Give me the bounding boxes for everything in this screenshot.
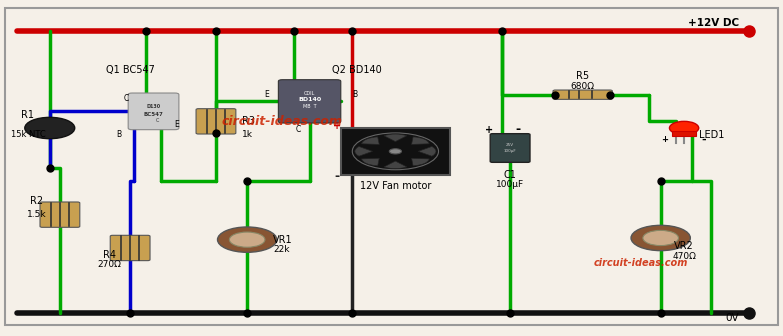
Text: 22k: 22k [273, 245, 290, 254]
Ellipse shape [669, 121, 698, 135]
Text: 100µF: 100µF [496, 180, 524, 189]
Wedge shape [412, 158, 429, 166]
Text: 100µF: 100µF [503, 149, 517, 153]
Text: R3: R3 [242, 116, 254, 126]
Circle shape [25, 117, 74, 139]
Wedge shape [355, 146, 373, 156]
Text: BC547: BC547 [143, 112, 164, 117]
Text: D130: D130 [146, 104, 161, 109]
Wedge shape [362, 137, 379, 144]
Text: +: + [485, 125, 493, 135]
Text: R5: R5 [576, 71, 590, 81]
Text: B: B [352, 90, 357, 99]
Text: -: - [334, 170, 340, 183]
Text: 12V Fan motor: 12V Fan motor [359, 181, 431, 191]
Text: 1k: 1k [242, 130, 253, 139]
Wedge shape [418, 146, 436, 156]
Wedge shape [384, 161, 407, 169]
FancyBboxPatch shape [279, 80, 341, 123]
FancyBboxPatch shape [553, 90, 612, 99]
Wedge shape [384, 134, 407, 141]
Text: LED1: LED1 [698, 130, 724, 140]
FancyBboxPatch shape [128, 93, 179, 130]
Text: 680Ω: 680Ω [571, 82, 594, 91]
Text: +12V DC: +12V DC [687, 18, 738, 28]
Wedge shape [362, 158, 379, 166]
Text: CDIL: CDIL [304, 90, 316, 95]
Circle shape [389, 149, 402, 154]
Text: C: C [124, 93, 129, 102]
Text: 25V: 25V [506, 143, 514, 147]
FancyBboxPatch shape [40, 202, 80, 227]
FancyBboxPatch shape [490, 134, 530, 162]
Text: 1.5k: 1.5k [27, 210, 46, 219]
Circle shape [229, 232, 265, 247]
Text: 270Ω: 270Ω [97, 260, 121, 269]
Text: 0V: 0V [725, 313, 738, 323]
Text: R4: R4 [103, 250, 116, 260]
Text: Q2 BD140: Q2 BD140 [331, 65, 381, 75]
Text: 15k NTC: 15k NTC [10, 130, 45, 139]
Text: B: B [116, 130, 121, 139]
Text: C1: C1 [503, 170, 517, 180]
Text: C: C [295, 125, 301, 134]
Circle shape [218, 227, 277, 252]
Circle shape [631, 225, 691, 251]
Text: +: + [661, 135, 668, 144]
Text: -: - [702, 135, 706, 145]
Text: Q1 BC547: Q1 BC547 [106, 65, 154, 75]
FancyBboxPatch shape [673, 131, 696, 136]
FancyBboxPatch shape [196, 109, 236, 134]
Text: BD140: BD140 [298, 97, 321, 102]
Text: R1: R1 [21, 110, 34, 120]
FancyBboxPatch shape [341, 128, 450, 175]
Text: C: C [156, 118, 159, 123]
Text: E: E [175, 120, 179, 129]
Text: circuit-ideas.com: circuit-ideas.com [594, 258, 688, 268]
FancyBboxPatch shape [110, 235, 150, 261]
Text: circuit-ideas.com: circuit-ideas.com [222, 115, 343, 128]
Text: -: - [515, 123, 521, 136]
Text: +: + [333, 121, 341, 131]
Text: R2: R2 [30, 196, 43, 206]
Wedge shape [412, 137, 429, 144]
Text: VR2: VR2 [674, 241, 694, 251]
Text: VR1: VR1 [273, 235, 293, 245]
Circle shape [352, 133, 438, 170]
Text: MB  T: MB T [303, 104, 316, 109]
Text: 470Ω: 470Ω [672, 252, 696, 261]
FancyBboxPatch shape [5, 8, 778, 325]
Circle shape [643, 230, 678, 246]
Text: E: E [265, 90, 269, 99]
